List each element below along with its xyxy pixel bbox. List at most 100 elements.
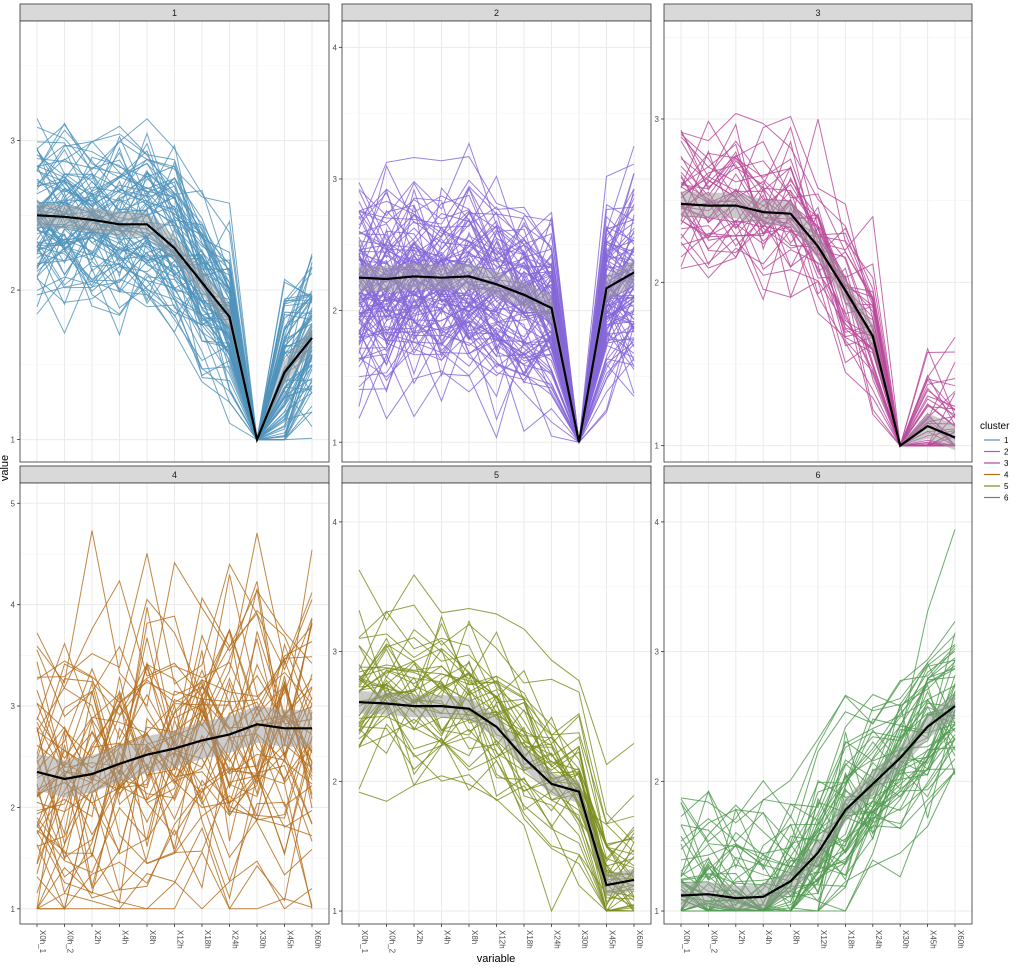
y-tick-label: 2 xyxy=(655,777,660,786)
x-tick-label: X24h xyxy=(553,930,562,949)
mean-line xyxy=(36,723,312,781)
x-tick-label: X60h xyxy=(956,930,965,949)
x-axis-title: variable xyxy=(477,953,516,965)
legend-item-5: 5 xyxy=(984,482,1009,491)
facet-panels: 1 1 2 3 2 1 2 3 4 3 1 2 3 4 1 2 3 4 5 X0h_1 X0h_2 X2h X4h X8h X1… xyxy=(11,3,973,954)
y-tick-label: 2 xyxy=(11,803,16,812)
panel-border xyxy=(19,20,330,463)
facet-panel-2: 2 1 2 3 4 xyxy=(333,3,652,463)
legend-title: cluster xyxy=(980,421,1010,432)
facet-panel-3: 3 1 2 3 xyxy=(655,3,973,463)
x-tick-label: X18h xyxy=(525,930,534,949)
x-tick-label: X30h xyxy=(580,930,589,949)
profile-line xyxy=(36,581,313,776)
profile-line xyxy=(358,273,635,444)
profile-line xyxy=(358,321,635,444)
mean-line xyxy=(680,705,956,900)
y-tick-label: 3 xyxy=(11,702,16,711)
y-tick-label: 1 xyxy=(655,442,660,451)
x-tick-label: X60h xyxy=(635,930,644,949)
x-tick-label: X12h xyxy=(176,930,185,949)
profile-line xyxy=(358,648,635,882)
profile-line xyxy=(680,112,956,446)
x-tick-label: X18h xyxy=(846,930,855,949)
profile-line xyxy=(36,233,313,441)
profile-line xyxy=(680,650,956,855)
profile-line xyxy=(37,826,313,910)
profile-line xyxy=(36,625,313,804)
legend-item-3: 3 xyxy=(984,459,1009,468)
mean-line xyxy=(358,701,635,887)
profile-line xyxy=(681,746,956,912)
profile-line xyxy=(36,169,313,440)
profile-line xyxy=(680,685,956,872)
x-tick-label: X60h xyxy=(313,930,322,949)
x-tick-label: X45h xyxy=(608,930,617,949)
profile-line xyxy=(36,239,313,441)
mean-ribbon xyxy=(681,191,955,451)
profile-line xyxy=(358,726,635,907)
x-tick-label: X4h xyxy=(764,930,773,944)
legend-label: 6 xyxy=(1004,494,1009,503)
profile-line xyxy=(36,154,313,440)
profile-line xyxy=(358,707,635,912)
profile-line xyxy=(358,678,635,912)
profile-line xyxy=(680,140,956,448)
legend-label: 4 xyxy=(1004,471,1009,480)
profile-line xyxy=(680,529,956,878)
y-tick-label: 3 xyxy=(655,115,660,124)
legend-label: 3 xyxy=(1004,459,1009,468)
profile-line xyxy=(358,660,635,910)
profile-lines xyxy=(358,569,635,913)
legend-label: 1 xyxy=(1004,436,1009,445)
panel-grid xyxy=(342,483,651,924)
x-tick-label: X12h xyxy=(819,930,828,949)
x-tick-label: X24h xyxy=(231,930,240,949)
x-tick-label: X8h xyxy=(148,930,157,944)
profile-line xyxy=(36,705,313,874)
facet-strip-label: 4 xyxy=(172,470,177,480)
legend-item-2: 2 xyxy=(984,448,1009,457)
profile-line xyxy=(36,532,313,759)
x-tick-label: X0h_2 xyxy=(66,930,75,954)
profile-line xyxy=(36,736,313,910)
legend-label: 5 xyxy=(1004,482,1009,491)
profile-line xyxy=(36,674,313,847)
y-tick-label: 4 xyxy=(655,518,660,527)
y-tick-label: 4 xyxy=(333,518,338,527)
mean-ribbon xyxy=(681,693,955,911)
facet-strip-label: 2 xyxy=(494,8,499,18)
x-tick-label: X4h xyxy=(443,930,452,944)
profile-line xyxy=(358,322,635,444)
profile-line xyxy=(358,695,635,912)
x-tick-label: X18h xyxy=(203,930,212,949)
x-tick-label: X12h xyxy=(498,930,507,949)
profile-line xyxy=(36,178,313,441)
x-tick-label: X0h_1 xyxy=(682,930,691,954)
profile-line xyxy=(680,644,956,843)
y-tick-label: 3 xyxy=(655,648,660,657)
profile-line xyxy=(680,697,956,882)
y-tick-label: 1 xyxy=(11,436,16,445)
x-tick-label: X8h xyxy=(470,930,479,944)
facet-panel-4: 4 1 2 3 4 5 X0h_1 X0h_2 X2h X4h X8h X12h X18h X24h X30… xyxy=(11,465,330,954)
x-tick-label: X30h xyxy=(258,930,267,949)
x-tick-label: X24h xyxy=(874,930,883,949)
profile-line xyxy=(358,637,635,877)
profile-line xyxy=(680,133,956,448)
x-tick-label: X45h xyxy=(929,930,938,949)
profile-line xyxy=(680,645,956,850)
x-tick-label: X0h_2 xyxy=(709,930,718,954)
profile-line xyxy=(358,604,635,844)
legend-keys: 1 2 3 4 5 6 xyxy=(984,436,1009,503)
x-tick-label: X4h xyxy=(121,930,130,944)
profile-line xyxy=(36,228,313,441)
x-tick-label: X30h xyxy=(901,930,910,949)
profile-line xyxy=(680,657,956,912)
y-tick-label: 4 xyxy=(11,601,16,610)
x-tick-label: X2h xyxy=(415,930,424,944)
x-tick-label: X0h_2 xyxy=(388,930,397,954)
mean-line xyxy=(358,271,635,443)
x-tick-label: X2h xyxy=(737,930,746,944)
facet-panel-6: 6 1 2 3 4 X0h_1 X0h_2 X2h X4h X8h X12h X18h X24h X30h… xyxy=(655,465,973,954)
